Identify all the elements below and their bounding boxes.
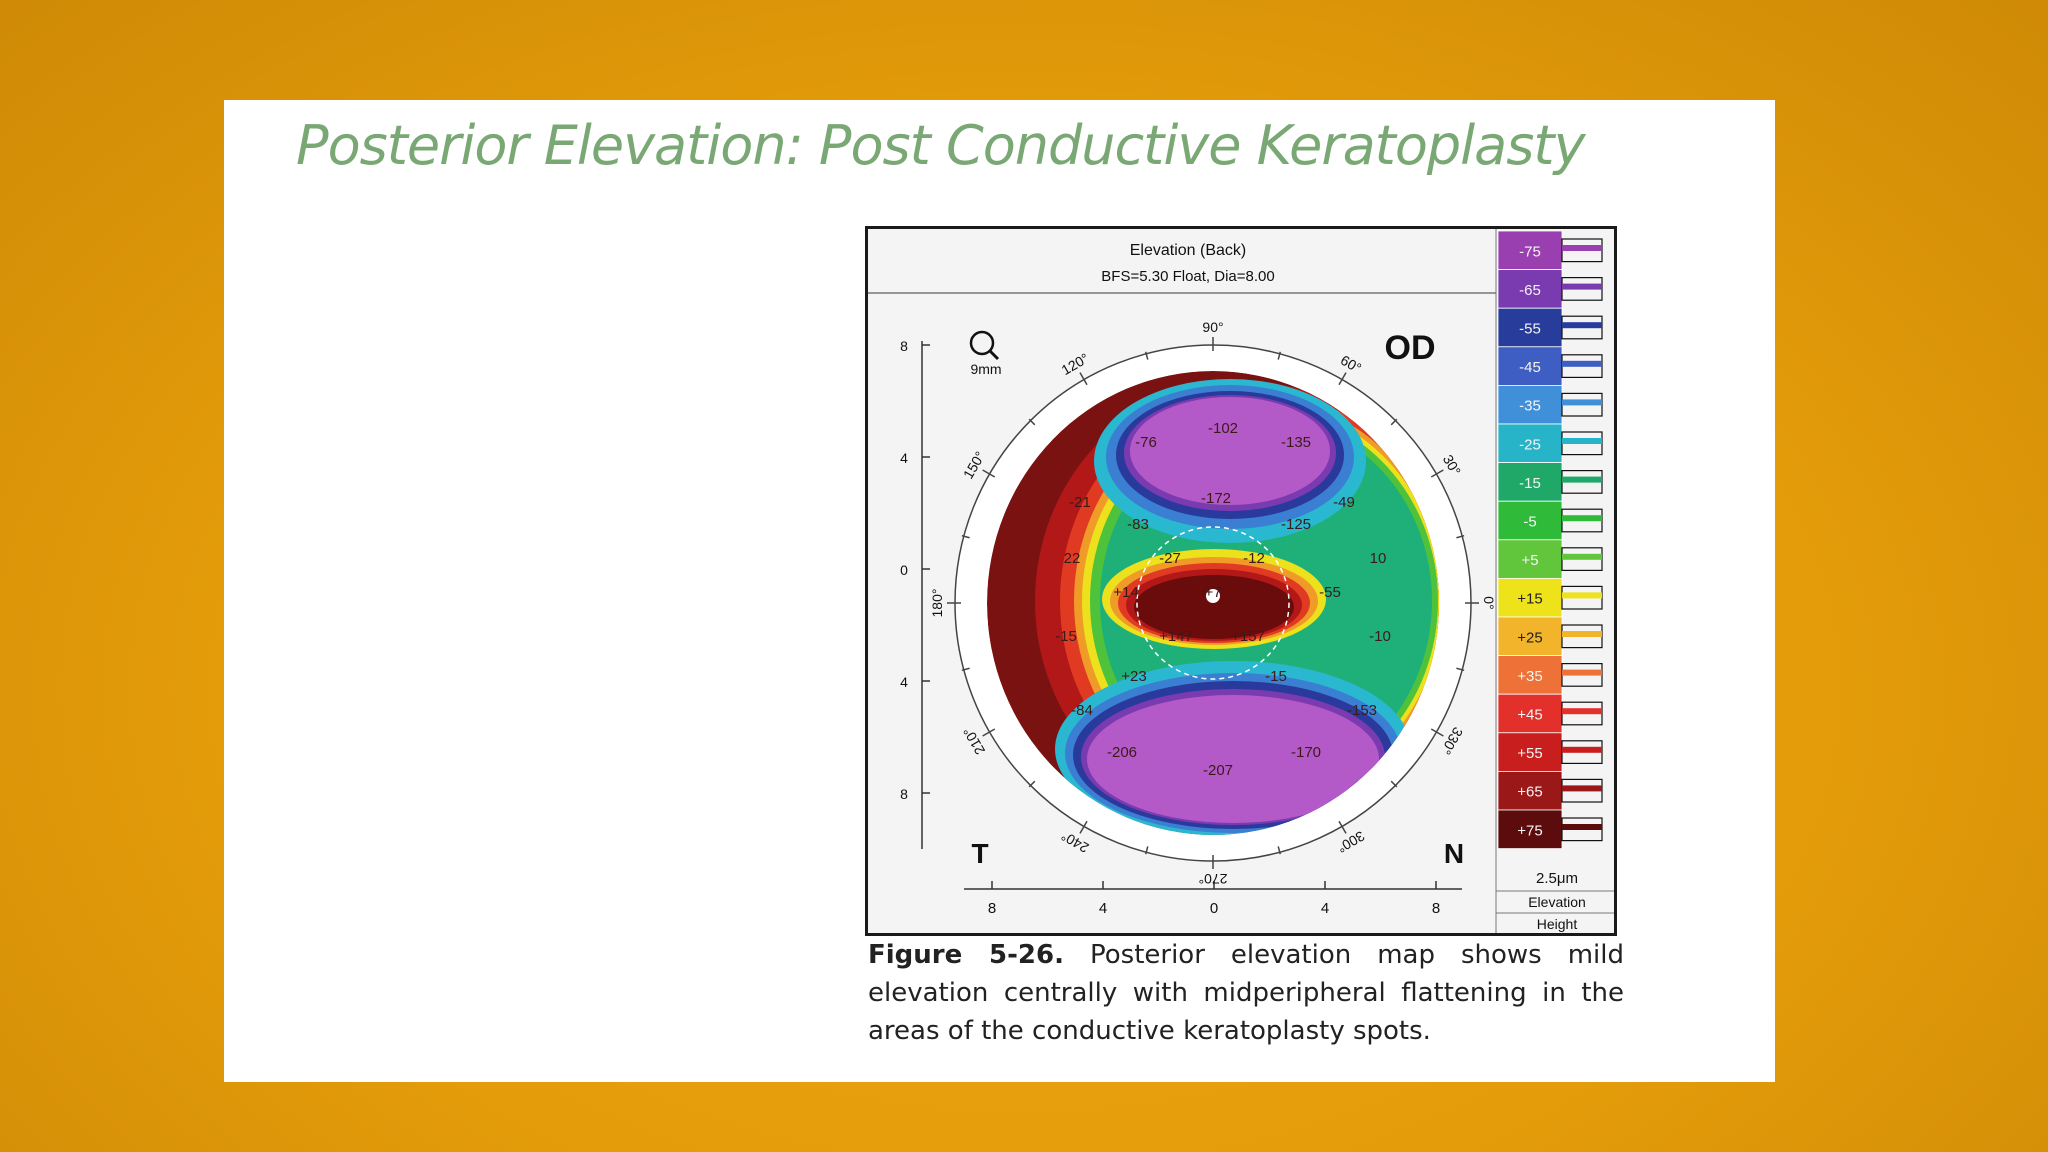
- horizontal-ruler-label: 4: [1099, 900, 1107, 917]
- slide-title: Posterior Elevation: Post Conductive Ker…: [296, 114, 1586, 177]
- point-value: +147: [1159, 628, 1193, 645]
- elevation-map-svg: Elevation (Back) BFS=5.30 Float, Dia=8.0…: [868, 229, 1614, 933]
- legend-swatch: [1497, 307, 1563, 348]
- point-value: -172: [1201, 490, 1231, 507]
- legend-value: +75: [1517, 822, 1542, 839]
- point-value: -153: [1347, 702, 1377, 719]
- legend-swatch: [1497, 500, 1563, 541]
- legend-footer-elevation: Elevation: [1528, 894, 1586, 910]
- legend-swatch: [1497, 771, 1563, 811]
- legend-value: +35: [1517, 668, 1542, 685]
- point-values: -102 -76 -135 -21 -172 -49 -83 -125 22 -27 -12 10 +1…: [1055, 420, 1391, 779]
- caption-text: Posterior elevation map shows mild eleva…: [868, 940, 1624, 1046]
- eye-label: OD: [1385, 329, 1436, 367]
- horizontal-ruler: 8 4 0 4 8: [964, 881, 1462, 917]
- legend-value: -15: [1519, 475, 1541, 492]
- point-value: -84: [1071, 702, 1093, 719]
- point-value: 22: [1064, 550, 1081, 567]
- point-value: 10: [1370, 550, 1387, 567]
- legend-value: -75: [1519, 243, 1541, 260]
- point-value: -49: [1333, 494, 1355, 511]
- horizontal-ruler-label: 8: [1432, 900, 1440, 917]
- angle-label: 60°: [1338, 352, 1364, 376]
- point-value: -27: [1159, 550, 1181, 567]
- point-value: -15: [1265, 668, 1287, 685]
- point-value: +157: [1231, 628, 1265, 645]
- vertical-ruler-label: 8: [900, 338, 908, 354]
- legend-value: -5: [1523, 514, 1536, 531]
- legend-swatch: [1497, 462, 1563, 502]
- legend-value: +25: [1517, 629, 1542, 646]
- point-value: -125: [1281, 516, 1311, 533]
- nasal-label: N: [1444, 838, 1464, 869]
- vertical-ruler: 8 4 0 4 8: [900, 338, 930, 849]
- vertical-ruler-label: 0: [900, 562, 908, 578]
- legend-value: +45: [1517, 707, 1542, 724]
- point-value: -83: [1127, 516, 1149, 533]
- legend-step: 2.5μm: [1536, 870, 1578, 887]
- vertical-ruler-label: 4: [900, 674, 908, 690]
- legend-swatch: [1497, 539, 1563, 579]
- legend-swatch: [1497, 693, 1563, 734]
- legend-swatch: [1497, 616, 1563, 656]
- angle-label: 90°: [1202, 319, 1223, 335]
- angle-label: 330°: [1438, 724, 1466, 757]
- caption-label: Figure 5-26.: [868, 940, 1064, 970]
- map-header-subtitle: BFS=5.30 Float, Dia=8.00: [1101, 268, 1274, 285]
- legend-value: +15: [1517, 591, 1542, 608]
- horizontal-ruler-label: 8: [988, 900, 996, 917]
- point-value: -135: [1281, 434, 1311, 451]
- point-value: -10: [1369, 628, 1391, 645]
- angle-label: 210°: [960, 724, 988, 757]
- point-value: -76: [1135, 434, 1157, 451]
- point-value: -102: [1208, 420, 1238, 437]
- point-value: -15: [1055, 628, 1077, 645]
- vertical-ruler-label: 4: [900, 450, 908, 466]
- angle-label: 120°: [1058, 350, 1091, 378]
- point-value: -55: [1319, 584, 1341, 601]
- color-legend: -75 -65 -55 -45 -35 -25 -15 -5 +5 +15 +25 +35 +45 +55…: [1496, 230, 1614, 932]
- apex-marker: [1206, 589, 1220, 603]
- angle-label: 150°: [960, 448, 988, 481]
- legend-swatch: [1497, 809, 1563, 849]
- legend-value: +5: [1521, 552, 1538, 569]
- legend-footer-height: Height: [1537, 916, 1578, 932]
- horizontal-ruler-label: 4: [1321, 900, 1329, 917]
- zoom-icon[interactable]: [969, 330, 1000, 361]
- point-value: +7: [1204, 584, 1221, 601]
- elevation-color-map: [987, 371, 1439, 835]
- point-value: -207: [1203, 762, 1233, 779]
- legend-value: -25: [1519, 436, 1541, 453]
- legend-swatch: [1497, 655, 1563, 695]
- zoom-label: 9mm: [970, 361, 1001, 377]
- vertical-ruler-label: 8: [900, 786, 908, 802]
- horizontal-ruler-label: 0: [1210, 900, 1218, 917]
- legend-value: -35: [1519, 398, 1541, 415]
- legend-value: +65: [1517, 784, 1542, 801]
- angle-label: 240°: [1058, 828, 1091, 856]
- legend-swatch: [1497, 269, 1563, 309]
- angle-label: 0°: [1481, 596, 1497, 609]
- legend-value: -45: [1519, 359, 1541, 376]
- figure-caption: Figure 5-26. Posterior elevation map sho…: [868, 936, 1624, 1050]
- map-header-title: Elevation (Back): [1130, 242, 1247, 259]
- slide: Posterior Elevation: Post Conductive Ker…: [224, 100, 1775, 1082]
- point-value: -21: [1069, 494, 1091, 511]
- point-value: -206: [1107, 744, 1137, 761]
- point-value: +14: [1113, 584, 1138, 601]
- angle-label: 180°: [929, 589, 945, 618]
- legend-value: -55: [1519, 321, 1541, 338]
- angle-label: 300°: [1334, 828, 1367, 856]
- legend-value: +55: [1517, 745, 1542, 762]
- legend-value: -65: [1519, 282, 1541, 299]
- elevation-map-figure: Elevation (Back) BFS=5.30 Float, Dia=8.0…: [865, 226, 1617, 936]
- central-zone-circle: [1136, 526, 1290, 680]
- legend-swatch: [1497, 732, 1563, 772]
- temporal-label: T: [971, 838, 988, 869]
- angle-label: 30°: [1440, 452, 1464, 478]
- angle-label: 270°: [1199, 871, 1228, 887]
- point-value: +23: [1121, 668, 1146, 685]
- point-value: -170: [1291, 744, 1321, 761]
- point-value: -12: [1243, 550, 1265, 567]
